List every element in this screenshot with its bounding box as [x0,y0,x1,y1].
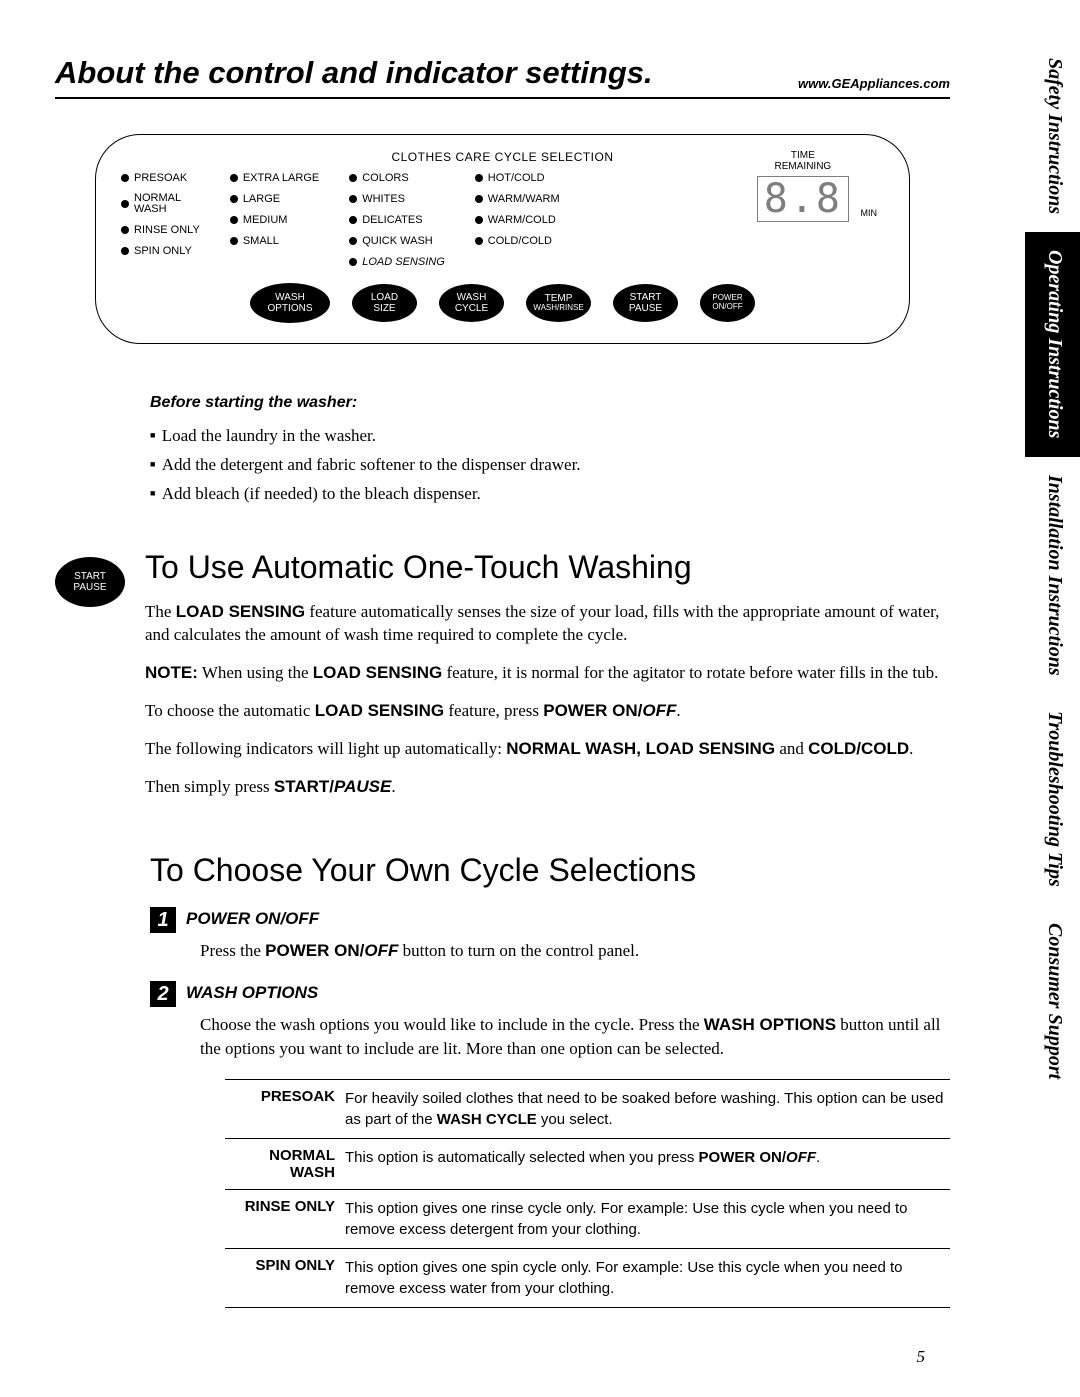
tab-consumer[interactable]: Consumer Support [1025,905,1080,1097]
opt-small: SMALL [230,235,319,247]
table-row: SPIN ONLY This option gives one spin cyc… [225,1248,950,1308]
panel-col-temp: HOT/COLD WARM/WARM WARM/COLD COLD/COLD [475,172,560,268]
list-item: Add bleach (if needed) to the bleach dis… [150,480,950,509]
time-digits: 8.8 [757,176,849,222]
section-title: To Choose Your Own Cycle Selections [150,852,950,889]
start-pause-icon: START PAUSE [55,557,125,607]
page-header: About the control and indicator settings… [55,55,950,99]
body-text: The following indicators will light up a… [145,737,950,761]
step-number: 1 [150,907,176,933]
opt-colors: COLORS [349,172,445,184]
step-title: WASH OPTIONS [186,983,318,1007]
body-text: Choose the wash options you would like t… [200,1013,950,1061]
option-desc: This option gives one rinse cycle only. … [345,1198,950,1240]
step-title: POWER ON/OFF [186,909,319,933]
body-text: The LOAD SENSING feature automatically s… [145,600,950,648]
opt-large: LARGE [230,193,319,205]
header-url: www.GEAppliances.com [798,76,950,91]
indicator-dot [475,237,483,245]
body-text: Then simply press START/PAUSE. [145,775,950,799]
opt-warm-warm: WARM/WARM [475,193,560,205]
table-row: RINSE ONLY This option gives one rinse c… [225,1189,950,1248]
page-title: About the control and indicator settings… [55,55,653,91]
indicator-dot [121,200,129,208]
option-desc: For heavily soiled clothes that need to … [345,1088,950,1130]
opt-extra-large: EXTRA LARGE [230,172,319,184]
indicator-dot [349,216,357,224]
min-label: MIN [861,208,878,218]
opt-quick-wash: QUICK WASH [349,235,445,247]
body-text: NOTE: When using the LOAD SENSING featur… [145,661,950,685]
tab-installation[interactable]: Installation Instructions [1025,457,1080,694]
opt-hot-cold: HOT/COLD [475,172,560,184]
opt-presoak: PRESOAK [121,172,200,184]
wash-options-button: WASHOPTIONS [250,283,330,323]
section-title: To Use Automatic One-Touch Washing [145,549,950,586]
option-name: NORMAL WASH [225,1147,335,1181]
before-subhead: Before starting the washer: [150,394,950,412]
indicator-dot [230,216,238,224]
start-pause-button: STARTPAUSE [613,284,678,322]
indicator-dot [121,174,129,182]
opt-whites: WHITES [349,193,445,205]
section-auto-wash: START PAUSE To Use Automatic One-Touch W… [55,549,950,813]
opt-rinse-only: RINSE ONLY [121,224,200,236]
tab-operating[interactable]: Operating Instructions [1025,232,1080,456]
indicator-dot [475,174,483,182]
table-row: NORMAL WASH This option is automatically… [225,1138,950,1189]
opt-warm-cold: WARM/COLD [475,214,560,226]
opt-load-sensing: LOAD SENSING [349,256,445,268]
option-desc: This option gives one spin cycle only. F… [345,1257,950,1299]
indicator-dot [230,174,238,182]
indicator-dot [349,258,357,266]
time-remaining-block: TIME REMAINING 8.8 MIN [757,150,849,226]
list-item: Add the detergent and fabric softener to… [150,451,950,480]
indicator-dot [230,237,238,245]
indicator-dot [349,174,357,182]
step-number: 2 [150,981,176,1007]
panel-buttons-row: WASHOPTIONS LOADSIZE WASHCYCLE TEMPWASH/… [121,283,884,323]
indicator-dot [475,195,483,203]
side-tabs: Safety Instructions Operating Instructio… [1025,40,1080,1097]
temp-button: TEMPWASH/RINSE [526,284,591,322]
opt-normal-wash: NORMALWASH [121,193,200,215]
option-desc: This option is automatically selected wh… [345,1147,950,1181]
opt-spin-only: SPIN ONLY [121,245,200,257]
option-name: RINSE ONLY [225,1198,335,1240]
opt-cold-cold: COLD/COLD [475,235,560,247]
load-size-button: LOADSIZE [352,284,417,322]
indicator-dot [475,216,483,224]
indicator-dot [230,195,238,203]
step-1: 1 POWER ON/OFF [150,907,950,933]
panel-col-wash-cycle: COLORS WHITES DELICATES QUICK WASH LOAD … [349,172,445,268]
power-button: POWERON/OFF [700,284,755,322]
before-bullets: Load the laundry in the washer. Add the … [150,422,950,509]
tab-safety[interactable]: Safety Instructions [1025,40,1080,232]
panel-col-load-size: EXTRA LARGE LARGE MEDIUM SMALL [230,172,319,268]
option-name: PRESOAK [225,1088,335,1130]
body-text: To choose the automatic LOAD SENSING fea… [145,699,950,723]
indicator-dot [349,237,357,245]
wash-options-table: PRESOAK For heavily soiled clothes that … [225,1079,950,1308]
opt-delicates: DELICATES [349,214,445,226]
panel-col-wash-options: PRESOAK NORMALWASH RINSE ONLY SPIN ONLY [121,172,200,268]
indicator-dot [121,247,129,255]
list-item: Load the laundry in the washer. [150,422,950,451]
indicator-dot [121,226,129,234]
step-2: 2 WASH OPTIONS [150,981,950,1007]
option-name: SPIN ONLY [225,1257,335,1299]
page-number: 5 [917,1347,926,1367]
opt-medium: MEDIUM [230,214,319,226]
indicator-dot [349,195,357,203]
body-text: Press the POWER ON/OFF button to turn on… [200,939,950,963]
table-row: PRESOAK For heavily soiled clothes that … [225,1079,950,1138]
wash-cycle-button: WASHCYCLE [439,284,504,322]
control-panel-diagram: CLOTHES CARE CYCLE SELECTION PRESOAK NOR… [95,134,910,344]
tab-troubleshooting[interactable]: Troubleshooting Tips [1025,693,1080,905]
time-label: TIME REMAINING [757,150,849,172]
